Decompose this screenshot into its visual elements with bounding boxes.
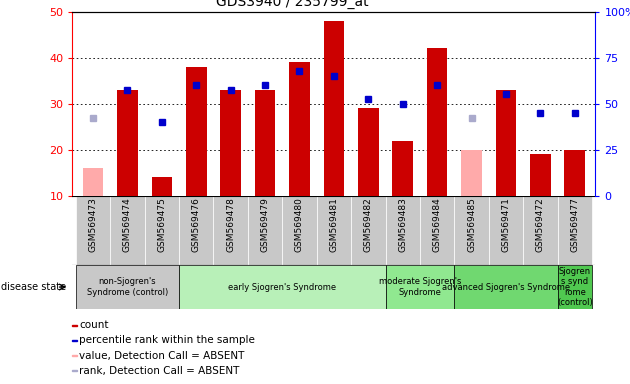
Text: GSM569485: GSM569485 xyxy=(467,197,476,252)
Text: GSM569484: GSM569484 xyxy=(433,197,442,252)
Bar xyxy=(110,196,145,265)
Text: advanced Sjogren's Syndrome: advanced Sjogren's Syndrome xyxy=(442,283,570,291)
Text: Sjogren
s synd
rome
(control): Sjogren s synd rome (control) xyxy=(557,267,593,307)
Bar xyxy=(392,141,413,196)
Bar xyxy=(461,150,482,196)
Text: moderate Sjogren's
Syndrome: moderate Sjogren's Syndrome xyxy=(379,277,461,297)
Bar xyxy=(145,196,179,265)
Bar xyxy=(76,196,110,265)
Bar xyxy=(179,196,214,265)
Title: GDS3940 / 235799_at: GDS3940 / 235799_at xyxy=(215,0,369,9)
Text: value, Detection Call = ABSENT: value, Detection Call = ABSENT xyxy=(79,351,244,361)
Bar xyxy=(83,168,103,196)
Bar xyxy=(255,90,275,196)
Text: GSM569477: GSM569477 xyxy=(570,197,579,252)
Bar xyxy=(72,355,77,356)
Bar xyxy=(420,196,454,265)
Bar xyxy=(72,325,77,326)
Bar xyxy=(454,265,558,309)
Text: GSM569482: GSM569482 xyxy=(364,197,373,252)
Bar xyxy=(530,154,551,196)
Text: GSM569475: GSM569475 xyxy=(158,197,166,252)
Bar xyxy=(289,62,310,196)
Bar xyxy=(152,177,172,196)
Text: early Sjogren's Syndrome: early Sjogren's Syndrome xyxy=(228,283,336,291)
Text: count: count xyxy=(79,320,109,330)
Bar xyxy=(324,21,344,196)
Bar xyxy=(282,196,317,265)
Text: GSM569481: GSM569481 xyxy=(329,197,338,252)
Text: percentile rank within the sample: percentile rank within the sample xyxy=(79,336,255,346)
Bar xyxy=(558,265,592,309)
Bar xyxy=(248,196,282,265)
Bar xyxy=(564,150,585,196)
Text: GSM569473: GSM569473 xyxy=(89,197,98,252)
Text: GSM569471: GSM569471 xyxy=(501,197,510,252)
Bar xyxy=(558,196,592,265)
Text: GSM569483: GSM569483 xyxy=(398,197,407,252)
Bar xyxy=(358,108,379,196)
Text: GSM569480: GSM569480 xyxy=(295,197,304,252)
Bar xyxy=(454,196,489,265)
Bar xyxy=(351,196,386,265)
Text: disease state: disease state xyxy=(1,282,66,292)
Bar xyxy=(220,90,241,196)
Text: GSM569478: GSM569478 xyxy=(226,197,235,252)
Bar xyxy=(179,265,386,309)
Bar xyxy=(317,196,351,265)
Bar xyxy=(489,196,523,265)
Bar xyxy=(214,196,248,265)
Bar xyxy=(523,196,558,265)
Text: non-Sjogren's
Syndrome (control): non-Sjogren's Syndrome (control) xyxy=(87,277,168,297)
Bar xyxy=(186,67,207,196)
Bar xyxy=(386,196,420,265)
Text: GSM569474: GSM569474 xyxy=(123,197,132,252)
Bar xyxy=(427,48,447,196)
Bar xyxy=(117,90,138,196)
Bar xyxy=(496,90,516,196)
Bar xyxy=(72,340,77,341)
Text: GSM569472: GSM569472 xyxy=(536,197,545,252)
Text: GSM569476: GSM569476 xyxy=(192,197,201,252)
Text: GSM569479: GSM569479 xyxy=(261,197,270,252)
Bar xyxy=(386,265,454,309)
Text: rank, Detection Call = ABSENT: rank, Detection Call = ABSENT xyxy=(79,366,239,376)
Bar xyxy=(76,265,179,309)
